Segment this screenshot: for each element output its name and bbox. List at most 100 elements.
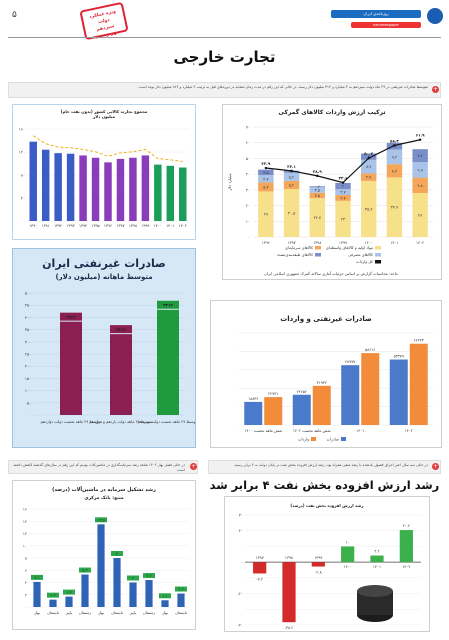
segment-value-label: ۹.۴ xyxy=(392,154,397,159)
oil-chart-subtitle: رشد ارزش افزوده بخش نفت (درصد) xyxy=(290,503,364,508)
segment-value-label: ۹.۸ xyxy=(417,183,422,188)
oil-strip: در حالی سه سال اخیر اجرای فصول یادشده با… xyxy=(208,460,441,474)
stacked-bar-segment xyxy=(335,195,351,201)
bar xyxy=(113,558,121,607)
stacked-bar-segment xyxy=(361,159,377,174)
bar xyxy=(154,164,162,221)
x-tick-label: ۱۴۰۱ xyxy=(390,240,398,245)
y-tick-label: ۱۰ xyxy=(246,219,250,224)
bar xyxy=(141,155,150,221)
oil-strip-text: در حالی سه سال اخیر اجرای فصول یادشده با… xyxy=(233,463,428,467)
bar xyxy=(311,562,325,567)
legend-label: کل واردات xyxy=(356,259,373,264)
segment-value-label: ۴ xyxy=(342,184,344,189)
total-point xyxy=(367,156,370,160)
legend-label: کالاهای مصرفی xyxy=(348,252,373,257)
stacked-bar-segment xyxy=(412,149,428,163)
capital-plus-icon[interactable]: + xyxy=(190,463,197,470)
value-label: ۱.۲ xyxy=(50,593,55,598)
trade-chart-svg: ۰ ۴۰ ۸۰ ۱۲۰ ۱۶۰ ۱۳۹۰ ۱۳۹۱ ۱۳۹۲ ۱۳۹۳ ۱۳۹۴ ۱۳۹۵ ۱۳۹۶ ۱… xyxy=(19,127,189,228)
y-tick-label: ۳۰ xyxy=(246,187,250,192)
value-label: ۶۶۲۷۳ xyxy=(414,338,424,343)
y-tick-label: ۱۰ xyxy=(23,543,27,548)
capital-strip-text: در حالی فصل بهار ۱۴۰۲ شاهد رشد سرمایه‌گذ… xyxy=(13,463,185,472)
legend-swatch xyxy=(341,437,346,441)
segment-value-label: ۵.۲ xyxy=(289,182,294,187)
x-tick-label: ۱۴۰۲ xyxy=(405,428,413,433)
y-tick-label: ۳۰۰۰ xyxy=(25,339,33,344)
value-box xyxy=(79,567,91,573)
bar xyxy=(161,600,169,607)
value-box xyxy=(47,592,59,598)
value-label: ۲۲۷۳۱ xyxy=(268,391,278,396)
value-label: ۴۳۱۴ xyxy=(163,303,173,308)
segment-value-label: ۳.۵ xyxy=(315,193,320,198)
x-tick-label: ۱۴۰۲ xyxy=(402,564,410,569)
value-label: ۳۳۱۴ xyxy=(116,327,126,332)
value-box xyxy=(95,517,107,523)
segment-value-label: ۳۰.۵ xyxy=(288,211,295,216)
bar xyxy=(244,401,263,425)
total-value-label: ۳۸.۹ xyxy=(313,169,322,174)
segment-value-label: ۸.۲ xyxy=(417,153,422,158)
y-tick-label: ۰ xyxy=(25,605,27,610)
y-tick-label: ۵۰۰ xyxy=(27,400,33,405)
bar xyxy=(129,582,137,607)
y-tick-label: ۳۵۰۰ xyxy=(25,327,33,332)
y-tick-label: -۴۰ xyxy=(238,623,243,628)
page-header: ۵ ویژه عملکرد دولت سیزدهم مهر رسمی روزنا… xyxy=(0,0,449,41)
y-tick-label: ۸ xyxy=(25,556,27,561)
intro-strip: متوسط صادرات غیرنفتی در ۲۹ ماه دولت سیزد… xyxy=(8,82,441,98)
bar xyxy=(389,359,408,425)
nonoil-chart-title: صادرات غیرنفتی ایران xyxy=(42,257,166,270)
value-label: ۴.۱ xyxy=(34,575,39,580)
trade-chart-title: مجموع تجارت کالایی کشور (بدون نفت خام) xyxy=(60,109,148,114)
value-label: ۴.۲ xyxy=(374,549,379,554)
y-tick-label: ۰ xyxy=(31,413,33,418)
customs-import-chart: ترکیب ارزش واردات کالاهای گمرکی ۰ ۱۰ ۲۰ ۳۰ ۴… xyxy=(222,104,442,280)
plus-icon[interactable]: + xyxy=(432,86,439,93)
logo-text: روزنامه‌ی ایران xyxy=(363,11,389,16)
x-tick-label: متوسط ۲۹ ماهه نخست دولت دوازدهم xyxy=(41,419,102,424)
value-box xyxy=(143,573,155,579)
x-tick-label: ۱۳۹۹ xyxy=(314,555,322,560)
value-label: ۸ xyxy=(116,551,118,556)
x-tick-label: ۱۳۹۹ xyxy=(339,240,347,245)
stacked-bar-segment xyxy=(258,182,274,192)
y-tick-label: ۴۵۰۰ xyxy=(25,303,33,308)
bar xyxy=(49,599,57,607)
bar xyxy=(166,165,175,221)
stacked-bar-segment xyxy=(309,198,325,237)
legend-label: واردات xyxy=(298,437,309,442)
stacked-bar-segment xyxy=(361,180,377,237)
stacked-bar-segment xyxy=(283,172,300,181)
total-point xyxy=(290,169,293,173)
total-point xyxy=(341,181,345,184)
oil-value-chart: رشد ارزش افزوده بخش نفت (درصد) -۴۰ -۲۰ ۰ ۲۰… xyxy=(224,496,430,632)
bar xyxy=(361,353,380,425)
value-label: ۲۴۶۵۲ xyxy=(297,389,307,394)
x-tick-label: متوسط ۲۹ ماهه دولت یازدهم و دوازدهم xyxy=(89,419,153,424)
legend-swatch xyxy=(375,260,381,264)
bar xyxy=(97,524,105,607)
x-tick-label: ۱۳۹۸ xyxy=(285,555,293,560)
bar xyxy=(104,162,112,221)
x-tick-label: زمستان xyxy=(79,610,92,615)
x-tick-label: ۱۳۹۳ xyxy=(67,223,75,228)
bar xyxy=(312,385,331,425)
trade-chart-subtitle: میلیون دلار xyxy=(92,114,116,119)
stacked-bar-segment xyxy=(309,187,325,193)
y-tick-label: ۳۰ xyxy=(239,513,243,518)
y-tick-label: ۲۰۰۰ xyxy=(25,364,33,369)
value-box xyxy=(63,589,75,595)
segment-value-label: ۳.۵ xyxy=(315,187,320,192)
legend-swatch xyxy=(315,246,321,250)
segment-value-label: ۳.۷ xyxy=(340,190,345,195)
y-tick-label: ۵۰۰۰ xyxy=(25,291,33,296)
x-tick-label: ۱۳۹۲ xyxy=(54,223,62,228)
total-point xyxy=(393,144,396,147)
oil-plus-icon[interactable]: + xyxy=(432,463,439,470)
section-title: تجارت خارجی xyxy=(173,48,276,66)
x-tick-label: ۱۳۹۷ xyxy=(116,223,124,228)
total-point xyxy=(418,138,422,141)
